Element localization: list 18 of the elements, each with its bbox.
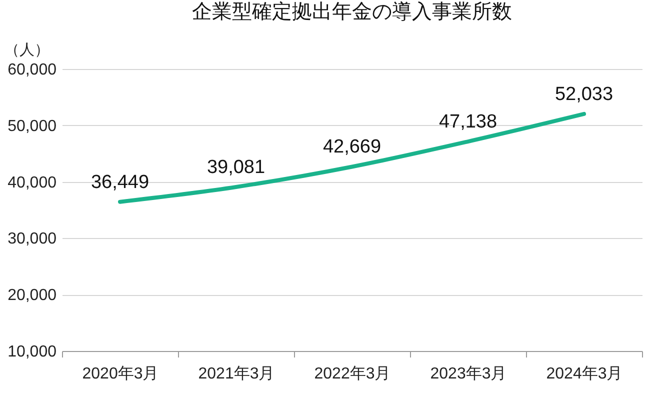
data-label: 52,033 (554, 84, 614, 105)
y-tick-label: 40,000 (8, 174, 57, 192)
data-label: 42,669 (322, 136, 382, 158)
data-label: 47,138 (438, 112, 498, 133)
y-axis-title: （人） (4, 42, 50, 58)
x-tick-label: 2021年3月 (198, 366, 275, 382)
y-tick-label: 60,000 (8, 62, 57, 78)
x-tick-label: 2023年3月 (430, 366, 507, 382)
chart-title: 企業型確定拠出年金の導入事業所数 (192, 1, 512, 23)
y-tick-label: 20,000 (8, 287, 57, 304)
x-tick-label: 2020年3月 (82, 366, 159, 382)
data-label: 39,081 (206, 156, 266, 178)
y-tick-label: 10,000 (8, 344, 57, 360)
x-tick-label: 2024年3月 (546, 366, 623, 382)
data-label: 36,449 (90, 172, 150, 193)
x-tick-label: 2022年3月 (314, 366, 391, 382)
y-tick-label: 30,000 (8, 230, 57, 248)
y-tick-label: 50,000 (8, 118, 57, 135)
